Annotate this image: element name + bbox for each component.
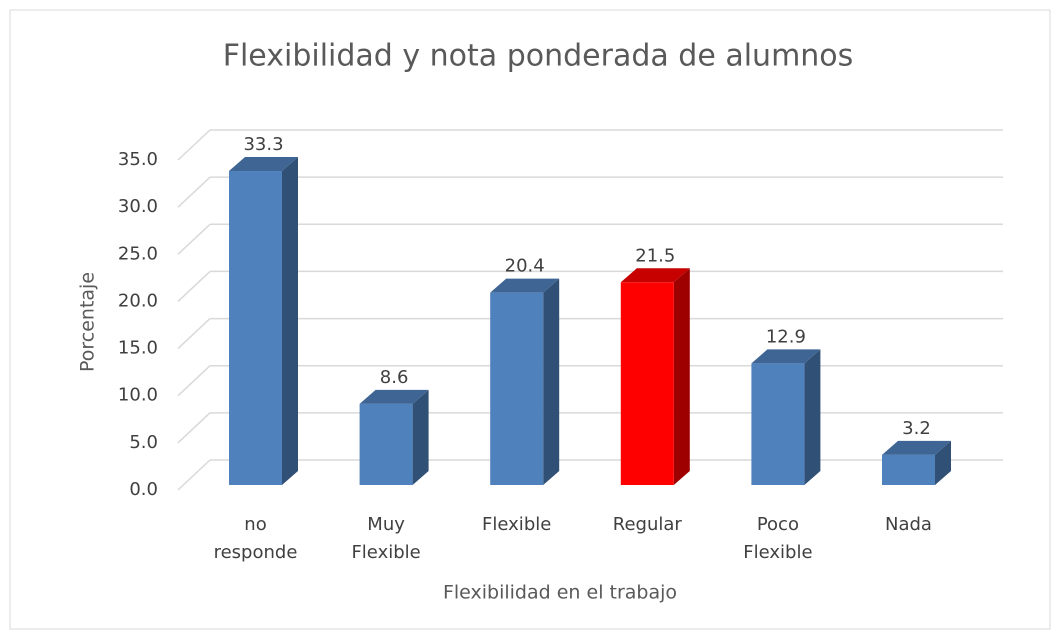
- y-tick-label: 20.0: [118, 290, 158, 311]
- bar-side: [543, 278, 560, 485]
- data-label: 3.2: [902, 418, 931, 439]
- bar: [490, 292, 544, 485]
- x-tick-label: Muy Flexible: [351, 514, 420, 563]
- bar: [229, 171, 282, 485]
- y-tick-label: 0.0: [129, 479, 158, 500]
- grid-diagonal: [177, 318, 211, 350]
- grid-diagonal: [177, 365, 211, 397]
- y-tick-label: 25.0: [118, 243, 158, 264]
- data-label: 33.3: [243, 134, 283, 155]
- bar-top: [620, 268, 690, 283]
- y-tick-label: 35.0: [118, 149, 158, 170]
- bar-top: [882, 440, 951, 455]
- grid-diagonal: [177, 176, 211, 208]
- bar-top: [490, 278, 560, 293]
- chart-title: Flexibilidad y nota ponderada de alumnos: [223, 39, 854, 74]
- grid-diagonal: [177, 459, 211, 491]
- y-tick-label: 5.0: [129, 432, 158, 453]
- x-tick-label: Flexible: [482, 514, 551, 535]
- y-tick-label: 30.0: [118, 196, 158, 217]
- bar-side: [804, 349, 821, 485]
- data-label: 20.4: [505, 256, 545, 277]
- bar-side: [282, 157, 298, 485]
- x-tick-label: Poco Flexible: [743, 514, 812, 563]
- bar-top: [229, 157, 298, 172]
- x-tick-label: Nada: [885, 514, 932, 535]
- grid-diagonal: [177, 129, 211, 161]
- bar: [620, 282, 674, 485]
- grid-diagonal: [177, 223, 211, 255]
- data-label: 8.6: [380, 367, 409, 388]
- x-tick-label: Regular: [613, 514, 683, 535]
- x-axis-label: Flexibilidad en el trabajo: [443, 582, 677, 604]
- bar: [751, 363, 805, 485]
- bar-top: [359, 389, 429, 404]
- bar: [882, 454, 935, 485]
- bar-side: [412, 389, 429, 485]
- x-tick-label: no responde: [214, 514, 298, 563]
- data-label: 21.5: [635, 245, 675, 266]
- grid-diagonal: [177, 412, 211, 444]
- bar: [359, 403, 413, 485]
- y-tick-label: 15.0: [118, 338, 158, 359]
- y-tick-label: 10.0: [118, 385, 158, 406]
- y-axis-label: Porcentaje: [77, 272, 99, 372]
- bar-side: [935, 440, 951, 485]
- bar-side: [673, 268, 690, 485]
- bar-top: [751, 349, 821, 364]
- grid-diagonal: [177, 270, 211, 302]
- data-label: 12.9: [766, 326, 806, 347]
